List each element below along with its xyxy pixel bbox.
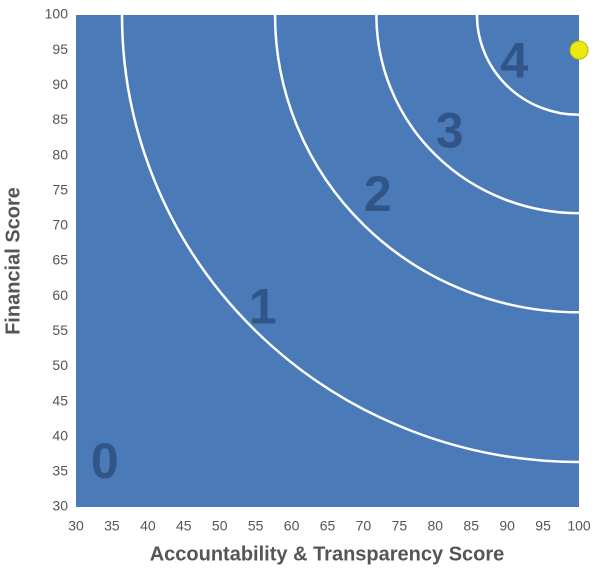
y-tick-label: 55: [52, 322, 68, 338]
x-tick-label: 70: [356, 518, 372, 534]
y-tick-label: 95: [52, 41, 68, 57]
zone-label: 2: [364, 166, 392, 222]
x-tick-label: 55: [248, 518, 264, 534]
y-tick-label: 90: [52, 76, 68, 92]
y-tick-label: 40: [52, 427, 68, 443]
y-tick-label: 100: [45, 6, 69, 22]
x-tick-label: 35: [104, 518, 120, 534]
y-tick-label: 50: [52, 357, 68, 373]
x-tick-label: 40: [140, 518, 156, 534]
x-tick-label: 60: [284, 518, 300, 534]
x-tick-label: 100: [567, 518, 591, 534]
rating-ring: [120, 15, 579, 464]
rating-ring: [375, 15, 579, 215]
x-tick-label: 85: [463, 518, 479, 534]
x-axis-title: Accountability & Transparency Score: [150, 543, 505, 565]
x-tick-label: 90: [499, 518, 515, 534]
y-tick-label: 70: [52, 217, 68, 233]
y-tick-label: 60: [52, 287, 68, 303]
y-tick-label: 35: [52, 463, 68, 479]
zone-label: 3: [436, 103, 464, 159]
x-tick-label: 30: [68, 518, 84, 534]
data-point: [569, 40, 589, 60]
y-tick-label: 65: [52, 252, 68, 268]
y-tick-label: 85: [52, 111, 68, 127]
zone-label: 0: [91, 433, 119, 489]
x-tick-label: 50: [212, 518, 228, 534]
zone-label: 4: [500, 32, 528, 88]
rating-ring: [475, 15, 579, 117]
plot-area: [76, 15, 579, 507]
y-tick-label: 75: [52, 181, 68, 197]
y-axis-title: Financial Score: [2, 187, 24, 335]
y-tick-label: 45: [52, 392, 68, 408]
y-tick-label: 80: [52, 146, 68, 162]
x-tick-label: 80: [427, 518, 443, 534]
y-tick-label: 30: [52, 498, 68, 514]
x-tick-label: 75: [392, 518, 408, 534]
zone-label: 1: [249, 278, 277, 334]
x-tick-label: 45: [176, 518, 192, 534]
rating-ring: [273, 15, 579, 314]
x-tick-label: 95: [535, 518, 551, 534]
x-tick-label: 65: [320, 518, 336, 534]
